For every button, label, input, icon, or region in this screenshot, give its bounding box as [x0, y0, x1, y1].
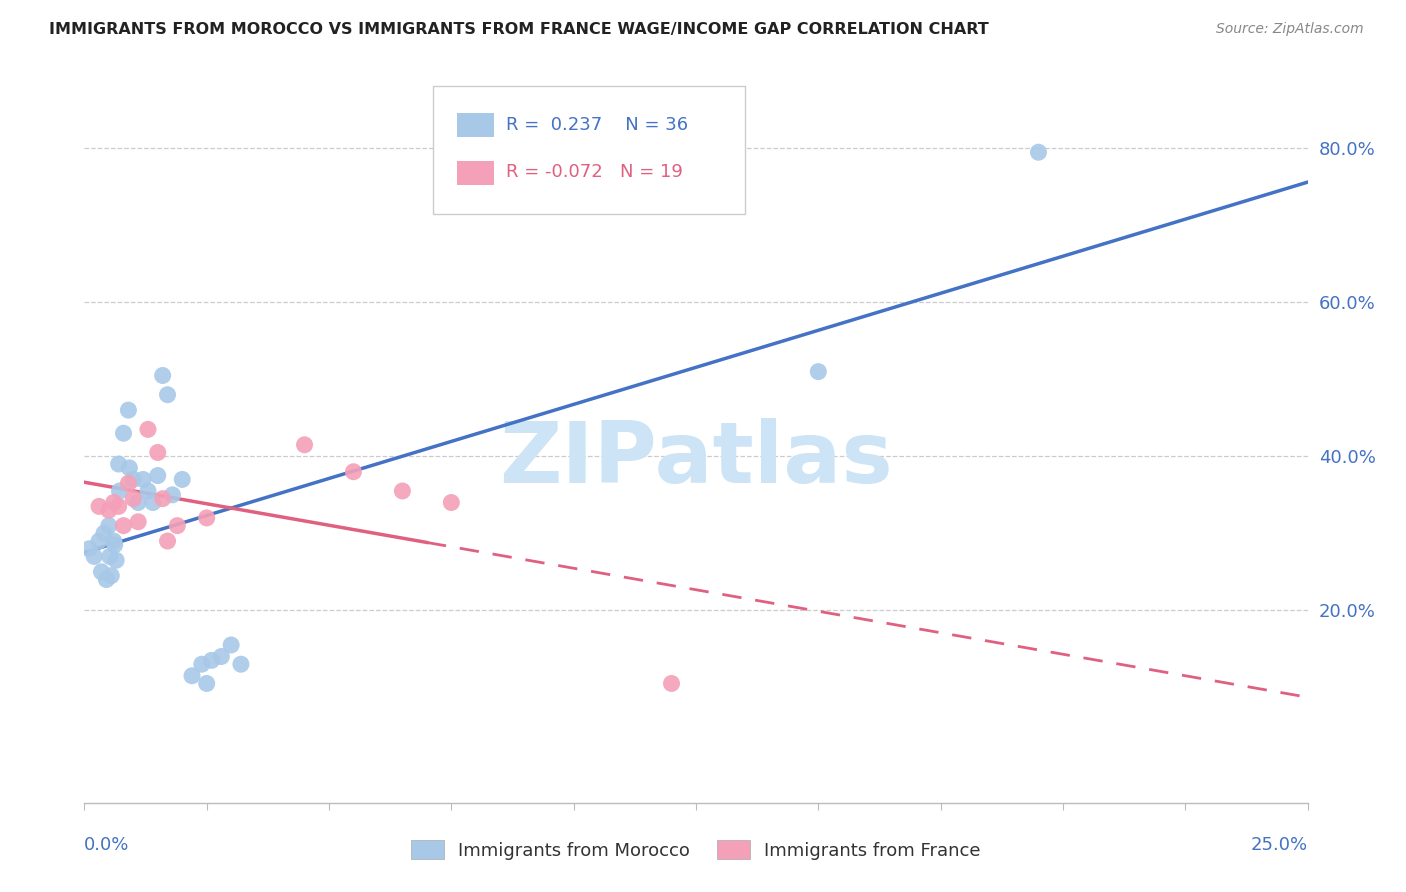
Point — [152, 368, 174, 383]
Point — [112, 518, 135, 533]
Point — [118, 461, 141, 475]
Point — [661, 676, 683, 690]
Point — [83, 549, 105, 564]
Point — [87, 534, 110, 549]
Point — [219, 638, 242, 652]
Point — [97, 518, 120, 533]
Point — [1028, 145, 1050, 160]
Point — [136, 483, 159, 498]
Point — [440, 495, 463, 509]
Point — [90, 565, 112, 579]
Point — [98, 549, 121, 564]
Point — [132, 472, 155, 486]
Point — [209, 649, 232, 664]
Point — [103, 534, 125, 549]
Point — [122, 472, 145, 486]
Point — [93, 526, 115, 541]
Point — [96, 573, 118, 587]
Point — [342, 465, 364, 479]
Point — [100, 568, 122, 582]
Point — [117, 403, 139, 417]
Point — [156, 388, 179, 402]
Point — [229, 657, 252, 672]
Point — [152, 491, 174, 506]
Point — [166, 518, 188, 533]
Point — [105, 553, 128, 567]
Point — [77, 541, 100, 556]
Point — [172, 472, 194, 486]
Point — [200, 653, 222, 667]
Point — [191, 657, 214, 672]
Point — [104, 538, 127, 552]
Point — [127, 515, 149, 529]
Point — [103, 495, 125, 509]
Point — [117, 476, 139, 491]
Text: IMMIGRANTS FROM MOROCCO VS IMMIGRANTS FROM FRANCE WAGE/INCOME GAP CORRELATION CH: IMMIGRANTS FROM MOROCCO VS IMMIGRANTS FR… — [49, 22, 988, 37]
Text: 0.0%: 0.0% — [84, 836, 129, 854]
Point — [195, 511, 218, 525]
Text: R = -0.072   N = 19: R = -0.072 N = 19 — [506, 163, 683, 181]
Point — [391, 483, 413, 498]
Point — [87, 500, 110, 514]
FancyBboxPatch shape — [457, 113, 494, 137]
Point — [146, 468, 169, 483]
Point — [107, 500, 129, 514]
Point — [107, 457, 129, 471]
Point — [195, 676, 218, 690]
Text: 25.0%: 25.0% — [1250, 836, 1308, 854]
Legend: Immigrants from Morocco, Immigrants from France: Immigrants from Morocco, Immigrants from… — [404, 833, 988, 867]
Point — [181, 669, 204, 683]
Point — [294, 438, 316, 452]
Point — [142, 495, 165, 509]
Text: Source: ZipAtlas.com: Source: ZipAtlas.com — [1216, 22, 1364, 37]
Text: R =  0.237    N = 36: R = 0.237 N = 36 — [506, 116, 689, 134]
Text: ZIPatlas: ZIPatlas — [499, 417, 893, 500]
Point — [127, 495, 149, 509]
Point — [97, 503, 120, 517]
Point — [108, 483, 131, 498]
FancyBboxPatch shape — [433, 86, 745, 214]
Point — [146, 445, 169, 459]
Point — [807, 365, 830, 379]
Point — [162, 488, 184, 502]
Point — [112, 426, 135, 441]
FancyBboxPatch shape — [457, 161, 494, 185]
Point — [156, 534, 179, 549]
Point — [122, 491, 145, 506]
Point — [136, 422, 159, 436]
